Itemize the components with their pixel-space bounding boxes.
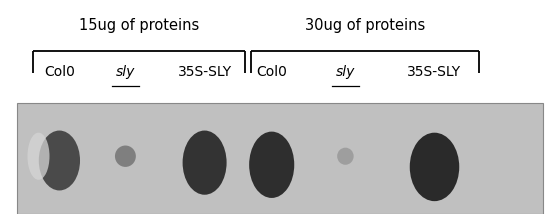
Text: 35S-SLY: 35S-SLY	[408, 65, 461, 79]
Ellipse shape	[410, 133, 459, 201]
Text: sly: sly	[336, 65, 355, 79]
Text: 15ug of proteins: 15ug of proteins	[79, 18, 199, 33]
Text: Col0: Col0	[44, 65, 75, 79]
Text: 30ug of proteins: 30ug of proteins	[305, 18, 425, 33]
Text: Col0: Col0	[256, 65, 287, 79]
Ellipse shape	[28, 133, 50, 180]
Ellipse shape	[249, 132, 294, 198]
Ellipse shape	[337, 148, 354, 165]
Ellipse shape	[183, 131, 227, 195]
Text: sly: sly	[116, 65, 135, 79]
FancyBboxPatch shape	[16, 103, 543, 214]
Text: 35S-SLY: 35S-SLY	[178, 65, 232, 79]
Ellipse shape	[115, 146, 136, 167]
Ellipse shape	[39, 131, 80, 190]
